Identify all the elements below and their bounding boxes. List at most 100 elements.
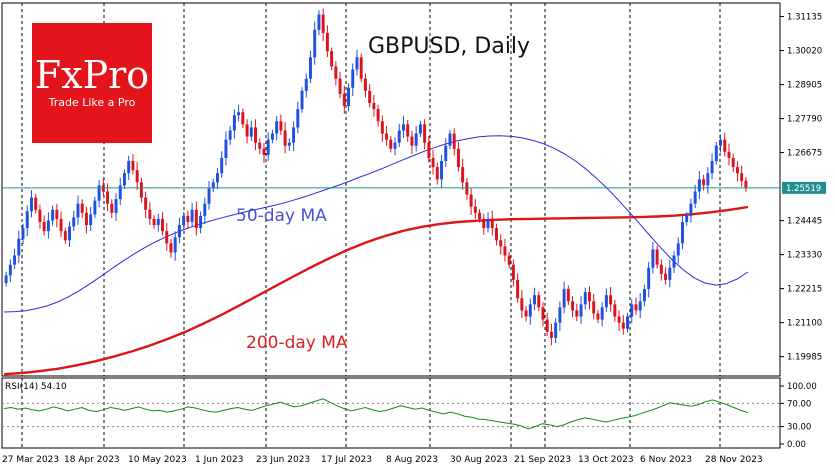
candle-body bbox=[347, 87, 351, 107]
x-tick-label: 30 Aug 2023 bbox=[450, 455, 508, 465]
ma50-line bbox=[3, 135, 749, 313]
candle-body bbox=[697, 179, 701, 192]
candle-body bbox=[554, 322, 558, 338]
candle-body bbox=[710, 160, 714, 174]
candle-body bbox=[486, 218, 490, 229]
candle-body bbox=[38, 209, 42, 222]
candle-body bbox=[97, 185, 101, 201]
candle-body bbox=[587, 292, 591, 302]
candle-body bbox=[93, 200, 97, 215]
candle-body bbox=[80, 203, 84, 213]
x-tick-label: 18 Apr 2023 bbox=[64, 455, 120, 465]
y-tick-label: 1.23330 bbox=[787, 251, 822, 261]
candle-body bbox=[723, 139, 727, 152]
candle-body bbox=[279, 121, 283, 131]
candle-body bbox=[63, 231, 67, 241]
candle-body bbox=[731, 157, 735, 168]
candle-body bbox=[139, 182, 143, 198]
candle-body bbox=[507, 255, 511, 265]
candle-body bbox=[664, 273, 668, 280]
candle-body bbox=[106, 191, 110, 204]
candle-body bbox=[34, 197, 38, 210]
candle-body bbox=[490, 218, 494, 229]
candle-body bbox=[735, 167, 739, 174]
candle-body bbox=[72, 217, 76, 227]
candle-body bbox=[114, 199, 118, 213]
candle-body bbox=[169, 243, 173, 253]
rsi-indicator-label: RSI(14) 54.10 bbox=[5, 382, 67, 392]
candle-body bbox=[363, 78, 367, 91]
candle-body bbox=[317, 14, 321, 30]
candle-body bbox=[414, 133, 418, 146]
candle-body bbox=[300, 90, 304, 110]
candle-body bbox=[368, 90, 372, 104]
candle-body bbox=[604, 295, 608, 308]
candle-body bbox=[220, 157, 224, 174]
x-tick-label: 8 Aug 2023 bbox=[386, 455, 438, 465]
candlestick-series bbox=[4, 8, 748, 346]
candle-body bbox=[55, 209, 59, 219]
x-tick-label: 10 May 2023 bbox=[128, 455, 187, 465]
x-tick-label: 13 Oct 2023 bbox=[578, 455, 634, 465]
x-tick-label: 23 Jun 2023 bbox=[256, 455, 310, 465]
candle-body bbox=[177, 225, 181, 238]
current-price-tag bbox=[782, 181, 826, 194]
candle-body bbox=[287, 142, 291, 146]
y-tick-label: 1.22215 bbox=[787, 285, 822, 295]
candle-body bbox=[266, 139, 270, 155]
candle-body bbox=[245, 124, 249, 137]
candle-body bbox=[630, 304, 634, 317]
candle-body bbox=[203, 203, 207, 216]
candle-body bbox=[456, 148, 460, 168]
candle-body bbox=[215, 173, 219, 183]
candle-body bbox=[152, 218, 156, 226]
candle-body bbox=[76, 203, 80, 218]
candle-body bbox=[122, 173, 126, 186]
current-price-line: 1.25519 bbox=[2, 181, 826, 194]
candle-body bbox=[583, 292, 587, 305]
candle-body bbox=[444, 145, 448, 161]
x-tick-label: 17 Jul 2023 bbox=[321, 455, 372, 465]
candle-body bbox=[161, 218, 165, 232]
candle-body bbox=[393, 142, 397, 149]
candle-body bbox=[647, 267, 651, 290]
candle-body bbox=[118, 185, 122, 200]
y-tick-label: 1.27790 bbox=[787, 115, 822, 125]
candle-body bbox=[29, 197, 33, 212]
candle-body bbox=[249, 127, 253, 137]
candle-body bbox=[254, 127, 258, 143]
candle-body bbox=[613, 304, 617, 317]
candle-body bbox=[110, 203, 114, 213]
candle-body bbox=[592, 301, 596, 314]
candle-body bbox=[194, 209, 198, 229]
candle-body bbox=[359, 57, 363, 79]
candle-body bbox=[452, 133, 456, 149]
y-tick-label: 1.26675 bbox=[787, 149, 822, 159]
rsi-tick-label: 100.00 bbox=[787, 382, 817, 392]
candle-body bbox=[516, 279, 520, 299]
candle-body bbox=[342, 93, 346, 107]
candle-body bbox=[389, 139, 393, 149]
candle-body bbox=[680, 221, 684, 244]
candle-body bbox=[549, 331, 553, 338]
candle-body bbox=[313, 29, 317, 58]
candle-body bbox=[51, 209, 55, 221]
rsi-tick-label: 0.00 bbox=[787, 440, 806, 450]
candle-body bbox=[224, 139, 228, 158]
ma200-label: 200-day MA bbox=[246, 333, 348, 353]
chart-title: GBPUSD, Daily bbox=[368, 34, 530, 59]
candle-body bbox=[638, 301, 642, 311]
candle-body bbox=[330, 51, 334, 67]
candle-body bbox=[406, 124, 410, 137]
candle-body bbox=[275, 121, 279, 134]
candle-body bbox=[156, 218, 160, 226]
candle-body bbox=[621, 322, 625, 329]
candle-body bbox=[503, 246, 507, 256]
candle-body bbox=[325, 32, 329, 52]
candle-body bbox=[659, 264, 663, 274]
candle-body bbox=[740, 173, 744, 181]
candle-body bbox=[435, 167, 439, 180]
candle-body bbox=[482, 218, 486, 229]
candle-body bbox=[693, 191, 697, 204]
